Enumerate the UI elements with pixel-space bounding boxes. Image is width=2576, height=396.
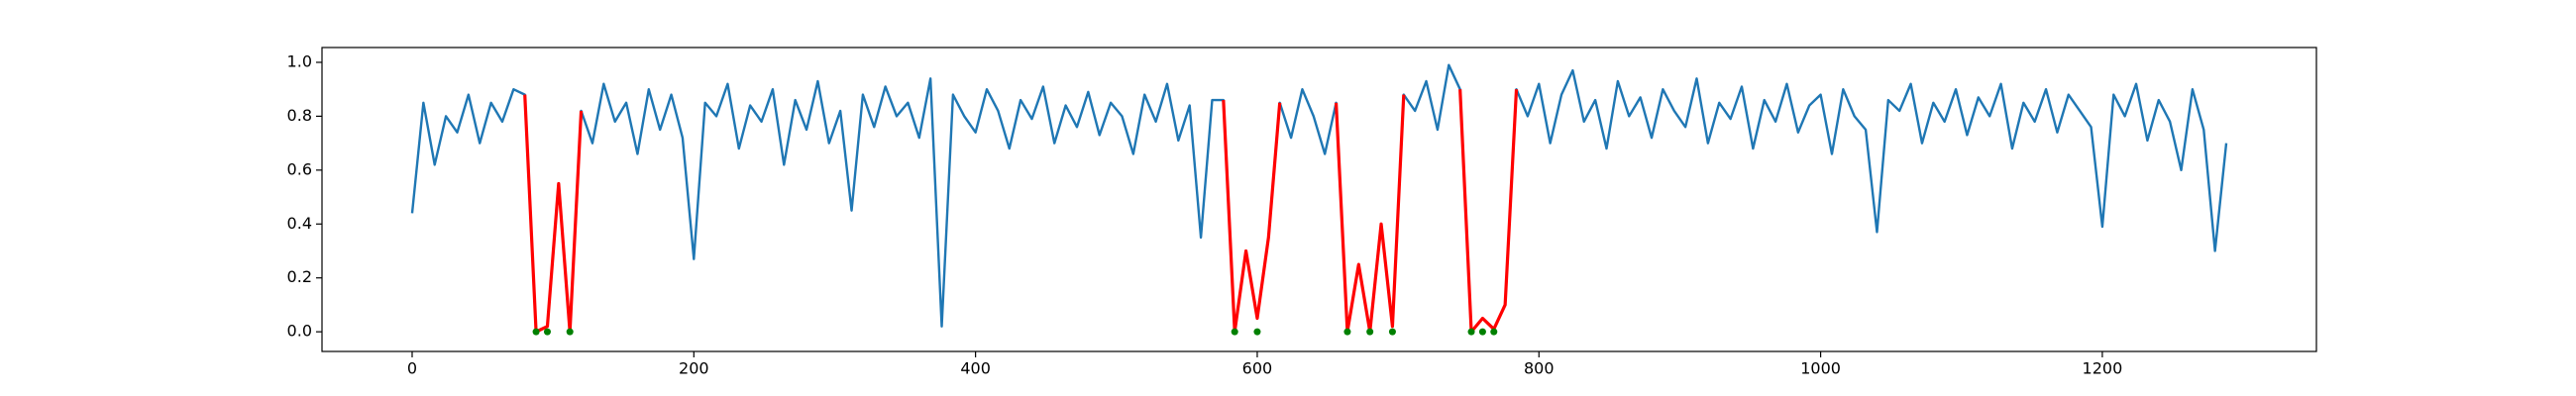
y-tick-label: 0.2 xyxy=(287,267,312,286)
marker xyxy=(566,328,574,336)
x-tick-label: 1000 xyxy=(1800,359,1841,378)
x-tick-label: 400 xyxy=(960,359,991,378)
marker xyxy=(532,328,540,336)
x-tick-label: 1200 xyxy=(2083,359,2123,378)
series-line xyxy=(410,63,2228,334)
series-line xyxy=(523,89,1519,334)
marker xyxy=(1467,328,1475,336)
x-tick-label: 600 xyxy=(1242,359,1273,378)
marker xyxy=(1388,328,1396,336)
x-tick-label: 800 xyxy=(1524,359,1555,378)
marker xyxy=(543,328,551,336)
marker xyxy=(1366,328,1374,336)
y-tick-label: 0.8 xyxy=(287,106,312,125)
marker xyxy=(1343,328,1351,336)
axes-frame xyxy=(321,47,2317,352)
x-tick-label: 0 xyxy=(407,359,417,378)
y-tick-label: 1.0 xyxy=(287,51,312,70)
y-tick-label: 0.4 xyxy=(287,214,312,233)
y-tick-label: 0.0 xyxy=(287,322,312,341)
marker xyxy=(1253,328,1261,336)
marker xyxy=(1478,328,1486,336)
marker xyxy=(1490,328,1498,336)
y-tick-label: 0.6 xyxy=(287,159,312,178)
marker xyxy=(1231,328,1238,336)
x-tick-label: 200 xyxy=(679,359,709,378)
